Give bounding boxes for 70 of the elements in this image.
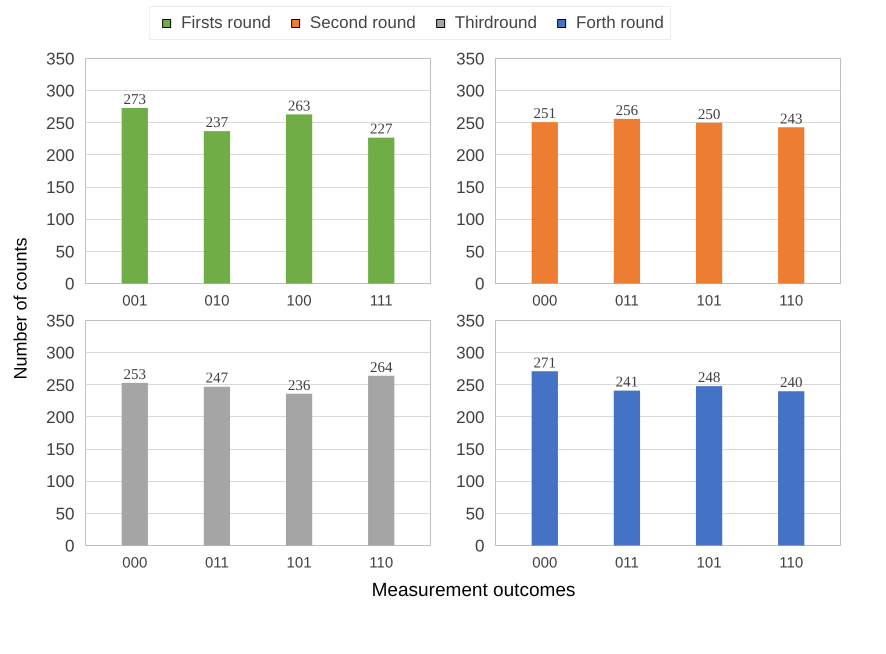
y-tick-label: 100 bbox=[456, 472, 485, 492]
x-tick-label: 101 bbox=[696, 554, 722, 572]
y-tick-label: 350 bbox=[456, 50, 485, 68]
data-label: 264 bbox=[370, 360, 393, 376]
y-tick-label: 200 bbox=[46, 408, 75, 427]
x-tick-label: 110 bbox=[779, 554, 804, 572]
data-label: 251 bbox=[534, 106, 556, 122]
data-label: 241 bbox=[616, 374, 638, 391]
legend-label: Second round bbox=[310, 13, 416, 33]
y-tick-label: 0 bbox=[65, 274, 75, 294]
x-tick-label: 011 bbox=[204, 554, 229, 572]
x-tick-label: 110 bbox=[779, 292, 804, 310]
x-axis-title: Measurement outcomes bbox=[372, 580, 576, 601]
data-label: 263 bbox=[288, 98, 310, 114]
data-label: 248 bbox=[698, 370, 720, 386]
y-tick-label: 50 bbox=[56, 242, 75, 262]
y-tick-label: 0 bbox=[475, 274, 485, 294]
y-tick-label: 350 bbox=[46, 312, 75, 330]
y-tick-label: 150 bbox=[456, 440, 485, 460]
data-label: 250 bbox=[698, 106, 720, 123]
x-tick-label: 010 bbox=[204, 292, 230, 310]
y-tick-label: 50 bbox=[466, 504, 485, 524]
data-label: 273 bbox=[124, 92, 146, 108]
y-tick-label: 200 bbox=[456, 146, 485, 165]
data-label: 227 bbox=[370, 122, 393, 138]
x-tick-label: 000 bbox=[122, 554, 148, 572]
data-label: 271 bbox=[534, 355, 556, 372]
x-tick-label: 111 bbox=[370, 292, 393, 310]
y-tick-label: 200 bbox=[456, 408, 485, 427]
y-tick-label: 150 bbox=[46, 440, 75, 460]
y-tick-label: 350 bbox=[456, 312, 485, 330]
y-tick-label: 150 bbox=[46, 178, 75, 198]
y-tick-label: 50 bbox=[56, 504, 75, 524]
legend-label: Firsts round bbox=[181, 13, 271, 33]
y-tick-label: 300 bbox=[456, 82, 485, 101]
y-tick-label: 0 bbox=[65, 536, 75, 556]
y-tick-label: 250 bbox=[46, 376, 75, 395]
y-tick-label: 200 bbox=[46, 146, 75, 165]
y-tick-label: 300 bbox=[46, 82, 75, 101]
y-tick-label: 100 bbox=[46, 472, 75, 492]
y-tick-label: 250 bbox=[46, 114, 75, 133]
legend-label: Thirdround bbox=[454, 13, 537, 33]
data-label: 237 bbox=[206, 115, 229, 132]
x-tick-label: 011 bbox=[614, 554, 639, 572]
y-tick-label: 350 bbox=[46, 50, 75, 68]
y-tick-label: 0 bbox=[475, 536, 485, 556]
x-tick-label: 110 bbox=[369, 554, 394, 572]
y-tick-label: 250 bbox=[456, 376, 485, 395]
y-axis-title: Number of counts bbox=[10, 237, 30, 380]
data-label: 243 bbox=[780, 111, 802, 128]
data-label: 256 bbox=[616, 102, 639, 119]
y-tick-label: 100 bbox=[46, 210, 75, 230]
data-label: 236 bbox=[288, 378, 311, 394]
y-tick-label: 100 bbox=[456, 210, 485, 230]
data-label: 253 bbox=[124, 366, 146, 383]
y-tick-label: 150 bbox=[456, 178, 485, 198]
y-tick-label: 250 bbox=[456, 114, 485, 133]
x-tick-label: 101 bbox=[286, 554, 312, 572]
y-tick-label: 50 bbox=[466, 242, 485, 262]
x-tick-label: 011 bbox=[614, 292, 639, 310]
y-tick-label: 300 bbox=[46, 344, 75, 363]
y-tick-label: 300 bbox=[456, 344, 485, 363]
data-label: 240 bbox=[780, 375, 802, 392]
x-tick-label: 001 bbox=[122, 292, 148, 310]
x-tick-label: 101 bbox=[696, 292, 722, 310]
data-label: 247 bbox=[206, 370, 229, 387]
x-tick-label: 000 bbox=[532, 554, 558, 572]
x-tick-label: 000 bbox=[532, 292, 558, 310]
legend-label: Forth round bbox=[576, 13, 664, 33]
x-tick-label: 100 bbox=[286, 292, 312, 310]
